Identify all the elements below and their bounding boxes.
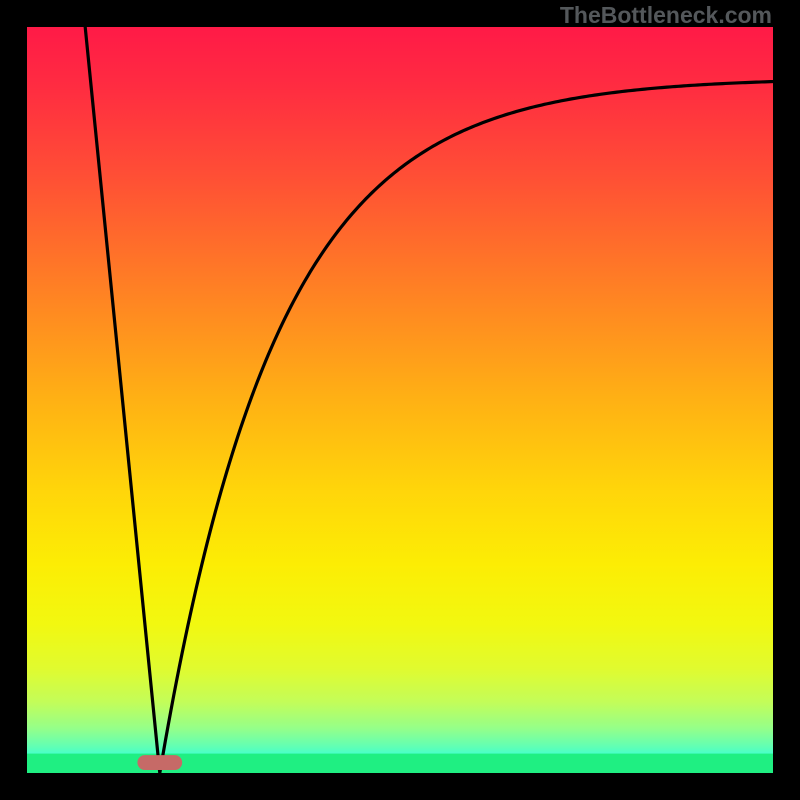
- chart-frame: TheBottleneck.com: [0, 0, 800, 800]
- floor-marker: [137, 755, 182, 770]
- plot-background: [27, 27, 773, 773]
- watermark-text: TheBottleneck.com: [560, 2, 772, 29]
- chart-svg: [0, 0, 800, 800]
